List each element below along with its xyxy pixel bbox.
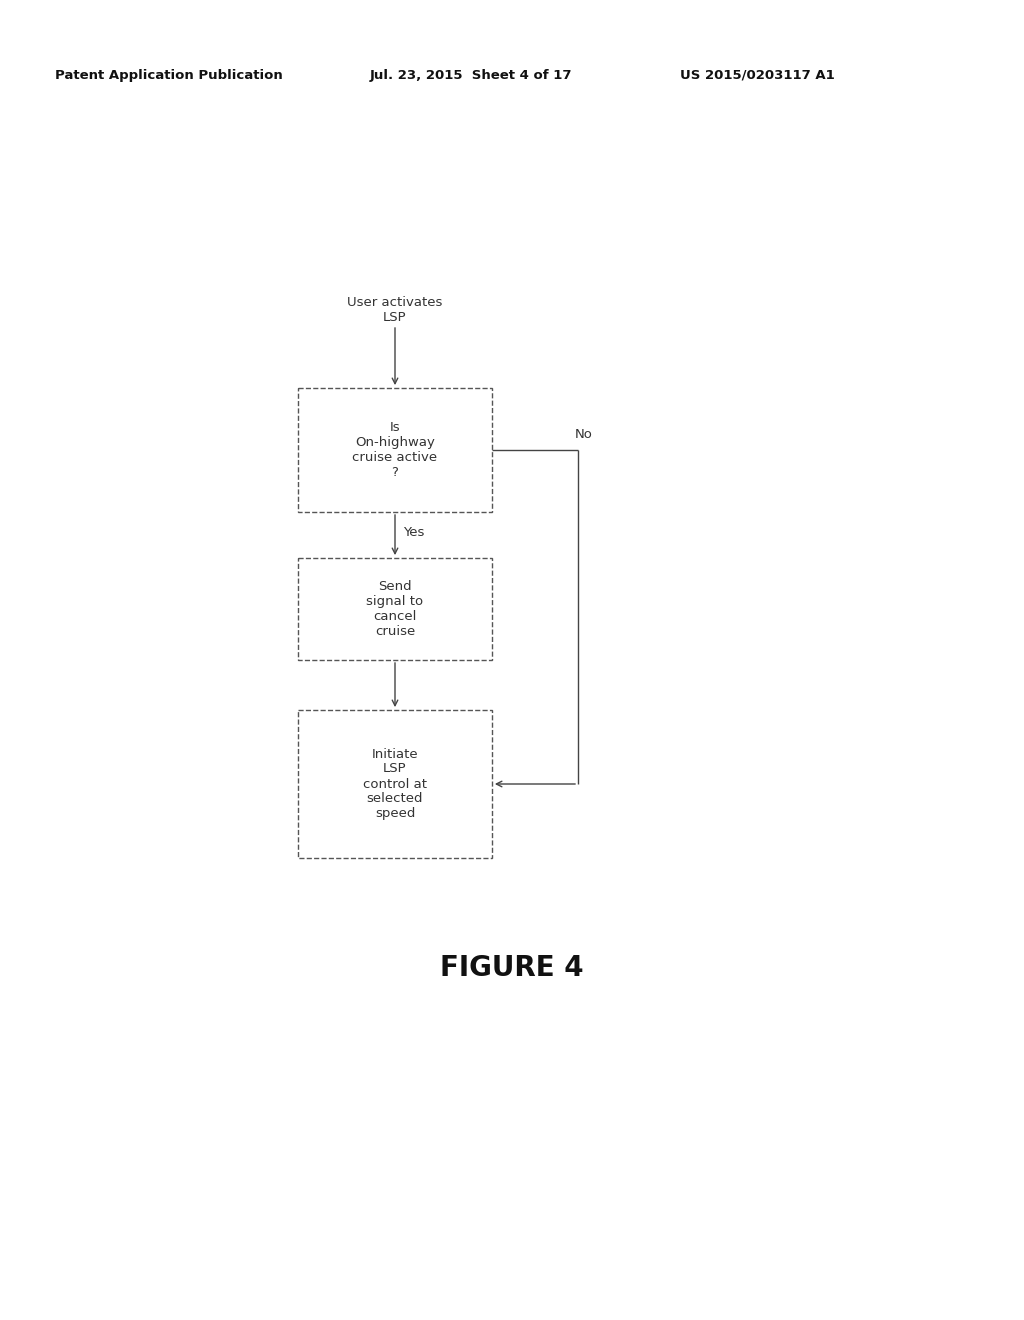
Text: Send
signal to
cancel
cruise: Send signal to cancel cruise [367,579,424,638]
Text: User activates
LSP: User activates LSP [347,296,442,323]
Bar [298,710,492,858]
Text: FIGURE 4: FIGURE 4 [440,954,584,982]
Bar [298,558,492,660]
Text: Initiate
LSP
control at
selected
speed: Initiate LSP control at selected speed [362,747,427,821]
Text: Patent Application Publication: Patent Application Publication [55,69,283,82]
Text: Is
On-highway
cruise active
?: Is On-highway cruise active ? [352,421,437,479]
Text: No: No [575,429,593,441]
Text: Jul. 23, 2015  Sheet 4 of 17: Jul. 23, 2015 Sheet 4 of 17 [370,69,572,82]
Bar [298,388,492,512]
Text: Yes: Yes [403,525,424,539]
Text: US 2015/0203117 A1: US 2015/0203117 A1 [680,69,835,82]
